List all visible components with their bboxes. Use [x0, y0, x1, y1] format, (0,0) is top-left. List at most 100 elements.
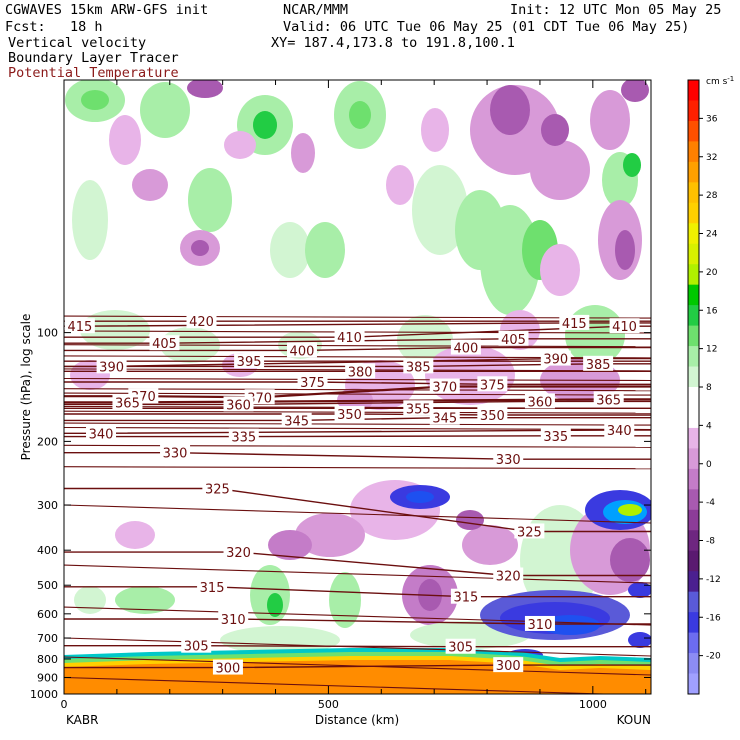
colorbar-tick-label: 12 — [706, 345, 717, 355]
colorbar-swatch — [688, 325, 699, 347]
isentrope-unlabeled — [64, 388, 651, 392]
isentrope-unlabeled — [64, 656, 651, 676]
isentrope-unlabeled — [64, 504, 651, 524]
valid-time: Valid: 06 UTC Tue 06 May 25 (01 CDT Tue … — [283, 19, 690, 35]
colorbar-tick-label: 8 — [706, 383, 712, 393]
isentrope-unlabeled — [64, 564, 651, 584]
isentrope-label: 315 — [200, 581, 225, 596]
isentrope-label: 415 — [67, 320, 92, 335]
y-tick-label: 700 — [37, 632, 58, 645]
isentrope-label: 345 — [432, 412, 457, 427]
isentrope-label: 300 — [496, 659, 521, 674]
isentrope-label-bg — [223, 544, 254, 560]
isentrope-label-bg — [286, 342, 317, 358]
colorbar-swatch — [688, 141, 699, 163]
isentrope-unlabeled — [64, 466, 651, 470]
colorbar-swatch — [688, 632, 699, 654]
colorbar-swatch — [688, 366, 699, 388]
isentrope-label-bg — [160, 444, 191, 460]
potential-temperature-labels: 415 420 410 415 410 405 400 400 405 390 390 395 380 3… — [64, 313, 640, 677]
isentrope-label: 365 — [115, 396, 140, 411]
isentrope-label: 395 — [237, 355, 262, 370]
isentrope-label: 330 — [496, 453, 521, 468]
colorbar-tick-label: -12 — [706, 575, 721, 585]
isentrope-label: 340 — [607, 424, 632, 439]
isentrope-label-bg — [403, 400, 434, 416]
isentrope-label: 400 — [453, 342, 478, 357]
x-endpoint-right: KOUN — [617, 713, 651, 727]
isentrope-label: 390 — [99, 360, 124, 375]
isentrope-label-bg — [112, 394, 143, 410]
isentrope-label-bg — [429, 378, 460, 394]
isentrope-label-bg — [593, 391, 624, 407]
isentrope-label-bg — [493, 567, 524, 583]
isentrope-label-bg — [212, 659, 243, 675]
isentrope-label-bg — [186, 313, 217, 329]
isentrope-label: 340 — [89, 427, 114, 442]
isentrope-label-bg — [514, 523, 545, 539]
isentrope-label: 370 — [432, 381, 457, 396]
isentrope-label: 310 — [528, 618, 553, 633]
colorbar-swatch — [688, 550, 699, 572]
isentrope-label-bg — [477, 376, 508, 392]
isentrope-label: 315 — [453, 591, 478, 606]
isentrope-label-bg — [297, 374, 328, 390]
isentrope-label: 365 — [596, 393, 621, 408]
colorbar-swatch — [688, 612, 699, 634]
isentrope-label-bg — [445, 638, 476, 654]
isentrope-label-bg — [540, 350, 571, 366]
isentrope-label: 385 — [406, 360, 431, 375]
isentrope-label: 375 — [480, 378, 505, 393]
isentrope-label-bg — [477, 406, 508, 422]
isentrope-label-bg — [604, 422, 635, 438]
colorbar-tick-label: -20 — [706, 652, 721, 662]
x-tick-label: 0 — [61, 698, 68, 711]
isentrope-label-bg — [197, 578, 228, 594]
field-boundary-layer-tracer: Boundary Layer Tracer — [8, 50, 179, 66]
isentrope-label-bg — [493, 451, 524, 467]
colorbar-swatch — [688, 243, 699, 265]
isentrope-label-bg — [493, 657, 524, 673]
colorbar-swatch — [688, 448, 699, 470]
y-tick-label: 900 — [37, 671, 58, 684]
isentrope-label-bg — [524, 615, 555, 631]
colorbar-swatch — [688, 182, 699, 204]
forecast-hour: Fcst: 18 h — [5, 19, 103, 35]
colorbar-tick-label: 28 — [706, 191, 718, 201]
isentrope-label-bg — [96, 358, 127, 374]
isentrope-label-bg — [223, 396, 254, 412]
isentrope-label-bg — [202, 480, 233, 496]
isentrope-label-bg — [86, 425, 117, 441]
isentrope-label: 325 — [205, 482, 230, 497]
isentrope-325 — [64, 487, 651, 533]
isentrope-315 — [64, 586, 651, 598]
y-axis-ticks: 100 200 300 400 500 600 700 800 900 1000 — [30, 327, 651, 701]
isentrope-label: 350 — [337, 408, 362, 423]
colorbar-swatch — [688, 346, 699, 368]
isentrope-unlabeled — [64, 377, 651, 382]
isentrope-label-bg — [149, 335, 180, 351]
colorbar-swatch — [688, 673, 699, 695]
init-time: Init: 12 UTC Mon 05 May 25 — [510, 2, 722, 18]
isentrope-label: 420 — [189, 315, 214, 330]
colorbar: 36 32 28 24 20 16 12 8 4 0 -4 -8 -12 -16 -20 — [687, 79, 721, 695]
colorbar-tick-label: 32 — [706, 153, 717, 163]
isentrope-label-bg — [450, 339, 481, 355]
isentrope-label-bg — [334, 329, 365, 345]
colorbar-swatch — [688, 407, 699, 429]
isentrope-unlabeled — [64, 637, 651, 657]
y-axis-title: Pressure (hPa), log scale — [19, 314, 33, 461]
isentrope-label: 305 — [448, 641, 473, 656]
colorbar-tick-label: -16 — [706, 613, 721, 623]
isentrope-320 — [64, 551, 651, 577]
isentrope-label: 320 — [496, 569, 521, 584]
isentrope-label: 380 — [348, 365, 373, 380]
plot-frame — [63, 79, 652, 695]
isentrope-375 — [64, 381, 651, 385]
isentrope-label: 385 — [586, 358, 611, 373]
isentrope-label: 355 — [406, 402, 431, 417]
y-tick-label: 800 — [37, 653, 58, 666]
colorbar-tick-label: -4 — [706, 498, 715, 508]
isentrope-label-bg — [64, 318, 95, 334]
